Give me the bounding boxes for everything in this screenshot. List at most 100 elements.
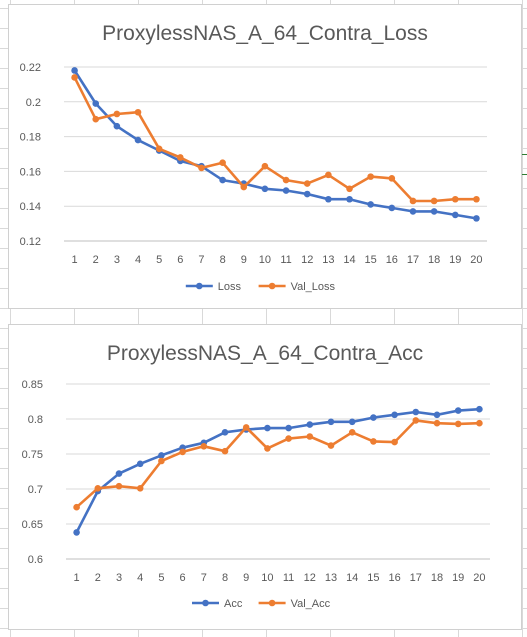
- data-point-val-loss: [240, 183, 248, 191]
- data-point-acc: [221, 429, 229, 436]
- x-tick-label: 7: [201, 572, 207, 584]
- series-line-acc: [75, 407, 481, 534]
- y-tick-label: 0.8: [28, 414, 43, 426]
- accuracy-chart[interactable]: ProxylessNAS_A_64_Contra_Acc 0.85 0.8 0.75 0…: [8, 324, 522, 630]
- y-tick-label: 0.14: [20, 201, 41, 213]
- x-tick-label: 19: [449, 254, 461, 266]
- data-point-acc: [412, 408, 420, 416]
- x-tick-label: 16: [388, 572, 400, 584]
- legend-marker-acc: [202, 599, 209, 607]
- x-tick-label: 8: [220, 254, 226, 266]
- series-line-loss: [73, 69, 478, 220]
- data-point-val-acc: [115, 482, 123, 490]
- data-point-acc: [391, 411, 398, 419]
- data-point-acc: [327, 418, 335, 426]
- data-point-acc: [476, 405, 483, 413]
- x-tick-label: 15: [367, 572, 379, 584]
- x-tick-label: 18: [428, 254, 440, 266]
- data-point-val-loss: [367, 173, 374, 180]
- x-tick-label: 12: [301, 254, 313, 266]
- x-tick-label: 3: [116, 572, 122, 584]
- data-point-val-acc: [306, 433, 314, 440]
- legend-marker-loss: [196, 282, 203, 290]
- y-tick-label: 0.7: [28, 484, 43, 496]
- y-tick-label: 0.2: [26, 97, 41, 109]
- data-point-val-loss: [219, 159, 226, 166]
- data-point-val-loss: [473, 195, 480, 203]
- legend-marker-val-acc: [268, 599, 276, 607]
- x-tick-label: 11: [283, 572, 294, 584]
- x-tick-label: 6: [180, 572, 186, 584]
- data-point-loss: [367, 201, 374, 208]
- x-tick-label: 10: [259, 254, 271, 266]
- x-tick-label: 15: [365, 254, 377, 266]
- data-point-val-acc: [136, 485, 144, 492]
- x-tick-label: 20: [473, 572, 485, 584]
- data-point-acc: [306, 421, 314, 428]
- legend-label-acc: Acc: [224, 598, 243, 610]
- grid-edge-mark: [520, 174, 527, 175]
- data-point-val-loss: [451, 195, 459, 203]
- y-tick-label: 0.65: [22, 519, 43, 531]
- data-point-val-acc: [370, 438, 377, 445]
- chart-title: ProxylessNAS_A_64_Contra_Loss: [102, 22, 428, 45]
- data-point-val-acc: [348, 429, 356, 436]
- data-point-val-acc: [94, 485, 102, 492]
- data-point-acc: [158, 452, 165, 459]
- data-point-val-acc: [264, 445, 271, 452]
- data-point-loss: [346, 195, 353, 203]
- data-point-val-loss: [430, 197, 438, 205]
- x-tick-label: 10: [261, 572, 273, 584]
- legend-label-val-loss: Val_Loss: [291, 281, 336, 293]
- data-point-acc: [454, 407, 462, 414]
- x-tick-label: 7: [198, 254, 204, 266]
- chart-title: ProxylessNAS_A_64_Contra_Acc: [107, 342, 423, 365]
- data-point-val-loss: [155, 145, 163, 153]
- data-point-val-acc: [200, 443, 208, 450]
- data-point-acc: [264, 424, 271, 432]
- data-point-val-loss: [388, 175, 396, 182]
- data-point-val-acc: [454, 420, 462, 428]
- data-point-loss: [303, 190, 311, 198]
- data-point-val-loss: [282, 176, 290, 184]
- x-tick-label: 14: [343, 254, 355, 266]
- data-point-val-loss: [134, 108, 142, 116]
- series-line-val-loss: [73, 76, 478, 203]
- x-tick-label: 2: [95, 572, 101, 584]
- loss-chart[interactable]: ProxylessNAS_A_64_Contra_Loss 0.22 0.2 0.18…: [8, 4, 522, 309]
- data-point-acc: [285, 424, 292, 432]
- y-tick-label: 0.22: [20, 62, 41, 74]
- data-point-val-acc: [412, 417, 420, 424]
- data-point-loss: [473, 215, 480, 222]
- data-point-loss: [71, 67, 78, 74]
- data-point-acc: [73, 529, 80, 536]
- data-point-loss: [409, 208, 417, 215]
- data-point-val-loss: [92, 115, 100, 123]
- x-tick-label: 20: [470, 254, 482, 266]
- x-tick-label: 17: [407, 254, 419, 266]
- x-tick-label: 16: [386, 254, 398, 266]
- data-point-val-loss: [177, 154, 184, 161]
- y-tick-label: 0.75: [22, 449, 43, 461]
- y-tick-label: 0.18: [20, 132, 41, 144]
- x-tick-label: 8: [222, 572, 228, 584]
- x-tick-label: 2: [93, 254, 99, 266]
- x-tick-label: 1: [72, 254, 78, 266]
- x-tick-label: 6: [177, 254, 183, 266]
- data-point-loss: [388, 204, 396, 212]
- data-point-loss: [261, 185, 269, 193]
- data-point-acc: [433, 411, 441, 419]
- x-tick-label: 18: [431, 572, 443, 584]
- accuracy-chart-svg: ProxylessNAS_A_64_Contra_Acc0.850.80.750…: [22, 342, 490, 610]
- x-tick-label: 12: [304, 572, 316, 584]
- data-point-val-loss: [198, 164, 205, 172]
- data-point-val-loss: [113, 110, 121, 118]
- data-point-loss: [325, 195, 332, 203]
- data-point-loss: [282, 187, 290, 194]
- x-tick-label: 3: [114, 254, 120, 266]
- data-point-loss: [451, 211, 459, 219]
- x-tick-label: 4: [135, 254, 141, 266]
- x-tick-label: 19: [452, 572, 464, 584]
- data-point-val-acc: [179, 448, 186, 456]
- series-line-val-acc: [75, 419, 481, 509]
